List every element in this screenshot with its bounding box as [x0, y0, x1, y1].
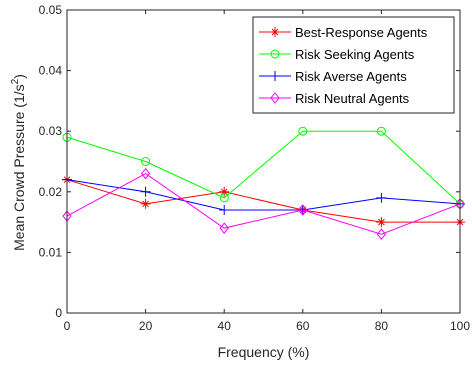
x-tick-label: 20	[139, 319, 153, 333]
x-tick-label: 80	[375, 319, 389, 333]
legend-marker	[270, 49, 280, 59]
y-tick-label: 0.04	[39, 64, 63, 78]
legend-entry: Risk Seeking Agents	[259, 47, 415, 62]
data-point	[376, 126, 386, 136]
x-tick-label: 40	[218, 319, 232, 333]
x-tick-label: 100	[450, 319, 470, 333]
series-line	[66, 179, 461, 211]
x-tick-label: 60	[296, 319, 310, 333]
y-axis-label: Mean Crowd Pressure (1/s2)	[10, 74, 27, 251]
legend-label: Best-Response Agents	[295, 25, 428, 40]
legend-marker	[270, 71, 280, 81]
data-point	[219, 222, 229, 234]
legend-label: Risk Averse Agents	[295, 69, 407, 84]
legend-entry: Best-Response Agents	[259, 25, 428, 40]
data-point	[376, 217, 387, 228]
x-axis-label: Frequency (%)	[218, 344, 310, 360]
x-tick-label: 0	[64, 319, 71, 333]
data-point	[298, 204, 308, 216]
data-point	[141, 157, 151, 166]
y-tick-label: 0.01	[39, 245, 63, 259]
series-line	[66, 130, 461, 205]
series-line	[66, 173, 461, 235]
legend-marker	[270, 27, 280, 37]
legend-label: Risk Seeking Agents	[295, 47, 415, 62]
data-point	[219, 193, 229, 203]
data-point	[298, 126, 308, 136]
legend-label: Risk Neutral Agents	[295, 91, 410, 106]
axis-ticks: 0 20 40 60 80 100 0 0.01 0.02 0.03 0.04 0.05	[39, 3, 471, 333]
data-point	[219, 186, 230, 197]
y-tick-label: 0	[55, 306, 62, 320]
data-point	[376, 228, 387, 241]
legend-entry: Risk Averse Agents	[259, 69, 407, 84]
series-line	[66, 179, 460, 223]
legend-entry: Risk Neutral Agents	[259, 91, 410, 106]
data-point	[376, 192, 387, 203]
y-tick-label: 0.02	[39, 185, 63, 199]
data-point	[219, 204, 230, 215]
data-point	[140, 186, 151, 197]
data-point	[140, 167, 151, 180]
data-point	[140, 198, 151, 209]
legend-marker	[270, 92, 280, 104]
axes-box	[66, 9, 461, 314]
y-tick-label: 0.03	[39, 124, 63, 138]
legend-box	[252, 16, 455, 114]
legend: Best-Response Agents Risk Seeking Agents R…	[252, 16, 455, 114]
y-tick-label: 0.05	[39, 3, 63, 17]
axes-frame	[66, 9, 461, 314]
